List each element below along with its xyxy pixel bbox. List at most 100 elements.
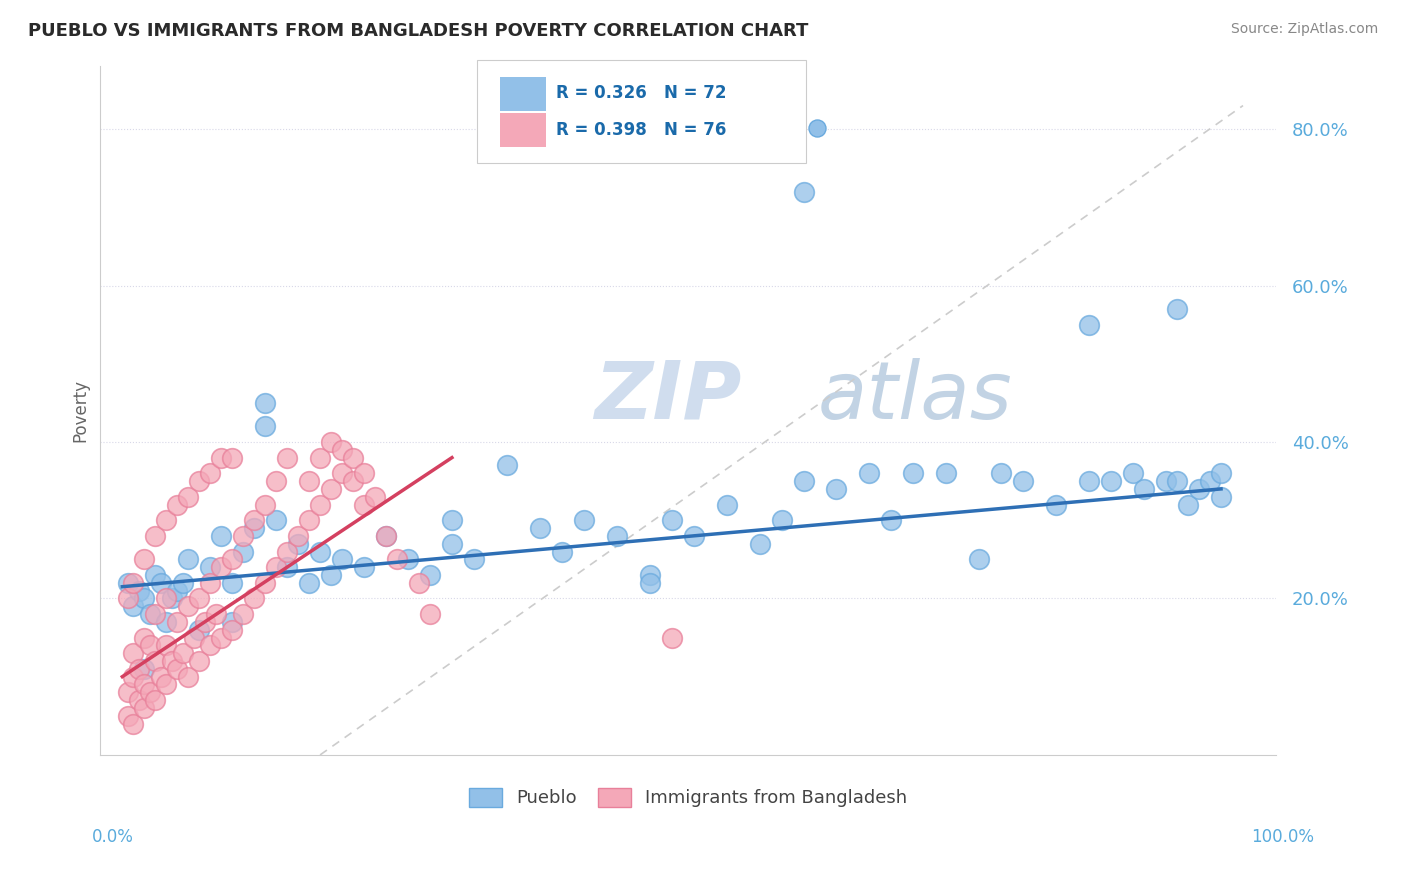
Point (880, 513, 903, 527)
Point (254, 396, 277, 410)
Point (204, 607, 226, 621)
Point (122, 670, 145, 684)
Point (143, 529, 166, 543)
Point (160, 591, 183, 606)
Point (155, 513, 177, 527)
Point (1078, 318, 1101, 332)
Point (139, 685, 162, 699)
Point (188, 474, 211, 488)
Point (782, 36, 804, 50)
Point (122, 646, 145, 660)
Point (353, 560, 375, 574)
Point (117, 591, 139, 606)
Point (440, 513, 463, 527)
Point (200, 560, 222, 574)
Text: Source: ZipAtlas.com: Source: ZipAtlas.com (1230, 22, 1378, 37)
FancyBboxPatch shape (501, 77, 546, 111)
Point (342, 474, 364, 488)
Point (134, 677, 156, 691)
Point (117, 685, 139, 699)
Point (935, 467, 957, 481)
Point (221, 615, 243, 629)
Point (276, 544, 298, 558)
Point (330, 552, 353, 566)
Point (200, 575, 222, 590)
Point (903, 467, 925, 481)
Point (134, 701, 156, 715)
Point (254, 498, 277, 512)
Point (177, 599, 200, 614)
Point (1122, 467, 1144, 481)
Point (134, 662, 156, 676)
Point (287, 537, 309, 551)
Point (232, 529, 254, 543)
Point (496, 458, 519, 473)
Point (128, 583, 150, 598)
Point (661, 631, 683, 645)
Point (319, 568, 342, 582)
Point (166, 583, 188, 598)
Text: atlas: atlas (817, 358, 1012, 436)
Text: R = 0.398   N = 76: R = 0.398 N = 76 (557, 120, 727, 139)
Point (990, 467, 1012, 481)
Point (243, 521, 266, 535)
Point (117, 708, 139, 723)
Point (209, 631, 232, 645)
Point (330, 442, 353, 457)
Point (309, 450, 332, 465)
Point (375, 529, 398, 543)
Point (342, 450, 364, 465)
Point (177, 670, 200, 684)
Text: 0.0%: 0.0% (91, 828, 134, 846)
Point (243, 513, 266, 527)
Point (463, 552, 485, 566)
Point (353, 498, 375, 512)
Point (309, 544, 332, 558)
Point (1045, 498, 1067, 512)
Point (188, 623, 211, 637)
Point (143, 607, 166, 621)
Point (858, 467, 880, 481)
Point (200, 639, 222, 653)
Text: 100.0%: 100.0% (1251, 828, 1315, 846)
Point (353, 467, 375, 481)
Point (243, 591, 266, 606)
FancyBboxPatch shape (477, 60, 806, 163)
Point (264, 560, 287, 574)
Point (1209, 467, 1232, 481)
Point (276, 560, 298, 574)
Point (330, 467, 353, 481)
Point (139, 607, 162, 621)
Point (298, 575, 321, 590)
Text: R = 0.326   N = 72: R = 0.326 N = 72 (557, 84, 727, 102)
Point (792, 185, 814, 199)
Point (419, 568, 441, 582)
Text: PUEBLO VS IMMIGRANTS FROM BANGLADESH POVERTY CORRELATION CHART: PUEBLO VS IMMIGRANTS FROM BANGLADESH POV… (28, 22, 808, 40)
Point (792, 474, 814, 488)
Point (209, 529, 232, 543)
Point (1133, 482, 1156, 496)
Point (264, 474, 287, 488)
Point (638, 575, 661, 590)
Point (254, 575, 277, 590)
Point (385, 552, 408, 566)
Point (209, 450, 232, 465)
Point (606, 529, 628, 543)
Point (825, 482, 848, 496)
Point (134, 631, 156, 645)
Point (319, 434, 342, 449)
Point (1177, 498, 1199, 512)
Point (682, 529, 704, 543)
Point (716, 498, 738, 512)
Point (166, 615, 188, 629)
Point (166, 498, 188, 512)
Point (134, 552, 156, 566)
Point (221, 552, 243, 566)
FancyBboxPatch shape (501, 113, 546, 147)
Point (298, 513, 321, 527)
Point (143, 693, 166, 707)
Point (155, 591, 177, 606)
Point (166, 662, 188, 676)
Point (1099, 474, 1122, 488)
Point (188, 654, 211, 668)
